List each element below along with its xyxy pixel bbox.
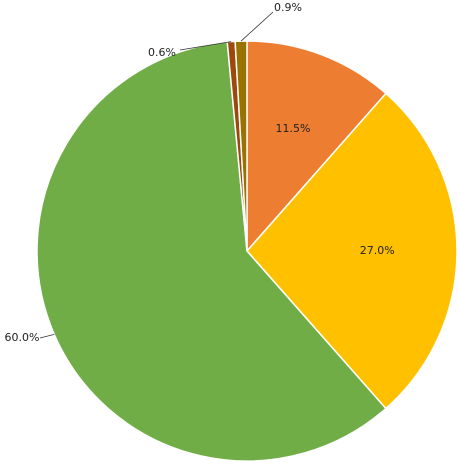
leader-line (179, 41, 232, 51)
data-label: 27.0% (360, 244, 395, 257)
data-label: 11.5% (276, 122, 311, 135)
data-label: 0.9% (274, 1, 302, 14)
data-label: 60.0% (5, 331, 40, 344)
leader-line (240, 11, 274, 42)
pie-slice (234, 40, 248, 252)
pie-slice (246, 40, 387, 253)
pie-slice (246, 92, 458, 410)
leader-line (39, 334, 55, 339)
data-label: 0.6% (148, 46, 176, 59)
